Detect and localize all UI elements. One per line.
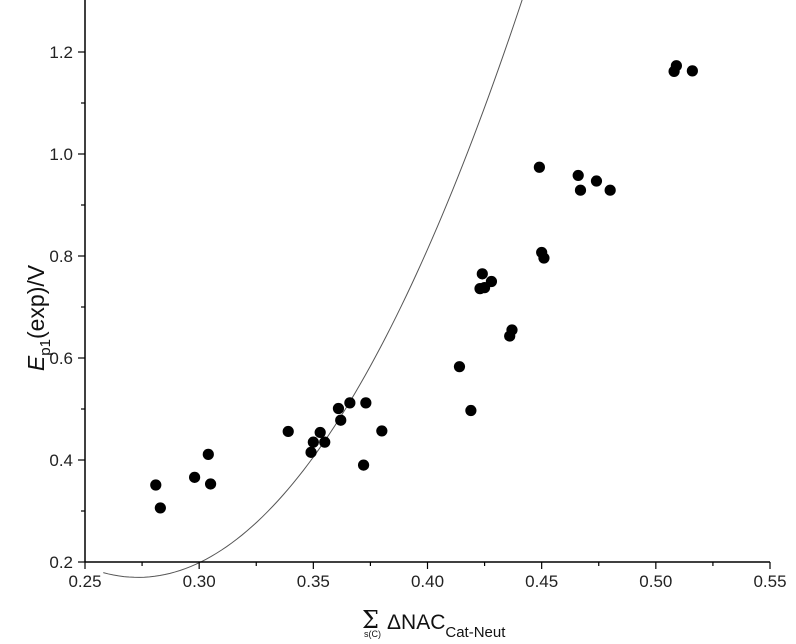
data-point [357,459,370,471]
data-point [360,397,372,409]
x-axis-label-sigma-subscript: s(C) [364,629,381,639]
data-point [282,425,294,438]
x-tick-label: 0.35 [297,572,330,591]
data-point [485,275,498,288]
data-point [376,425,388,437]
data-point [670,60,682,72]
x-tick-label: 0.30 [183,572,216,591]
axes [84,0,770,563]
data-point [686,65,698,77]
data-point [305,446,317,458]
x-axis-label: Σ s(C) ΔNACCat-Neut [362,606,506,641]
x-ticks: 0.25 0.30 0.35 0.40 0.45 0.50 0.55 [68,562,787,591]
x-tick-label: 0.45 [525,572,558,591]
data-point [150,479,162,491]
y-axis-label: Ep1(exp)/V [23,264,54,371]
data-point [332,402,345,415]
x-tick-label: 0.25 [68,572,101,591]
y-tick-label: 0.2 [49,553,73,572]
x-axis-label-main: ΔNACCat-Neut [387,611,506,641]
x-tick-label: 0.40 [411,572,444,591]
x-tick-label: 0.50 [639,572,672,591]
data-point [319,436,331,448]
y-tick-label: 1.2 [49,43,73,62]
fit-curve-layer [103,0,523,578]
data-point [307,436,319,448]
data-point [604,184,616,196]
data-point [154,502,166,514]
y-tick-label: 1.0 [49,145,73,164]
data-point [476,268,488,280]
y-ticks: 0.2 0.4 0.6 0.8 1.0 1.2 [49,43,85,572]
fit-curve [103,0,523,578]
data-point [335,414,347,426]
data-point [506,324,518,336]
x-tick-label: 0.55 [753,572,786,591]
y-tick-label: 0.6 [49,349,73,368]
data-points-layer [150,60,698,514]
y-tick-label: 0.4 [49,451,73,470]
data-point [314,426,326,439]
x-axis-label-sigma: Σ [362,606,379,634]
y-tick-label: 0.8 [49,247,73,266]
data-point [344,397,356,409]
data-point [590,175,603,187]
data-point [465,404,477,417]
data-point [202,448,214,460]
data-point [204,478,217,490]
data-point [538,252,550,264]
data-point [453,361,466,373]
data-point [189,471,201,483]
data-point [533,161,545,173]
data-point [574,184,587,196]
data-point [572,169,584,182]
